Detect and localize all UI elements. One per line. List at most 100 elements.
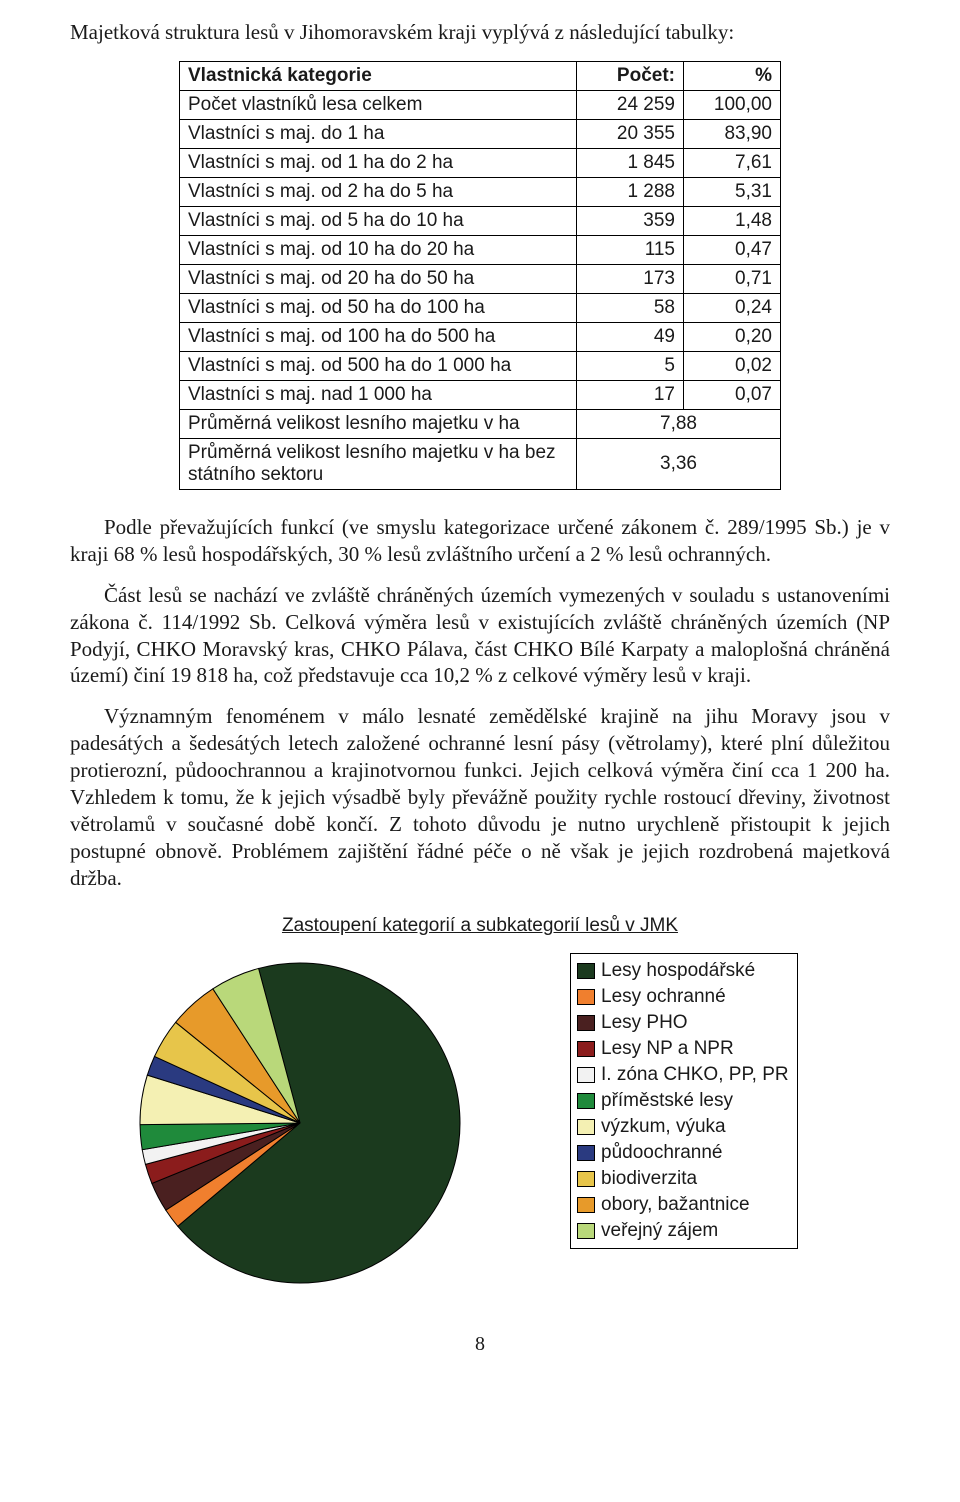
legend-swatch [577, 1119, 595, 1135]
footer2-label: Průměrná velikost lesního majetku v ha b… [180, 439, 577, 490]
row-label: Vlastníci s maj. od 10 ha do 20 ha [180, 236, 577, 265]
row-pct: 0,07 [684, 381, 781, 410]
row-pct: 0,02 [684, 352, 781, 381]
row-label: Vlastníci s maj. od 20 ha do 50 ha [180, 265, 577, 294]
row-pct: 1,48 [684, 207, 781, 236]
row-label: Vlastníci s maj. od 5 ha do 10 ha [180, 207, 577, 236]
paragraph: Významným fenoménem v málo lesnaté zeměd… [70, 703, 890, 891]
row-pct: 83,90 [684, 120, 781, 149]
row-count: 115 [577, 236, 684, 265]
row-pct: 5,31 [684, 178, 781, 207]
row-count: 1 845 [577, 149, 684, 178]
legend-item: Lesy hospodářské [577, 958, 789, 984]
pie-svg [110, 953, 530, 1293]
table-row: Vlastníci s maj. od 2 ha do 5 ha1 2885,3… [180, 178, 781, 207]
chart-section: Zastoupení kategorií a subkategorií lesů… [70, 915, 890, 1293]
legend-item: výzkum, výuka [577, 1114, 789, 1140]
row-label: Vlastníci s maj. od 1 ha do 2 ha [180, 149, 577, 178]
legend-label: Lesy ochranné [601, 986, 726, 1008]
row-count: 17 [577, 381, 684, 410]
legend-item: biodiverzita [577, 1166, 789, 1192]
footer1-value: 7,88 [577, 410, 781, 439]
chart-legend: Lesy hospodářské Lesy ochranné Lesy PHO Les… [570, 953, 798, 1249]
row-count: 173 [577, 265, 684, 294]
col-header-label: Vlastnická kategorie [180, 62, 577, 91]
legend-swatch [577, 1197, 595, 1213]
row-count: 49 [577, 323, 684, 352]
row-label: Vlastníci s maj. od 2 ha do 5 ha [180, 178, 577, 207]
legend-swatch [577, 1145, 595, 1161]
legend-swatch [577, 1223, 595, 1239]
legend-label: obory, bažantnice [601, 1194, 750, 1216]
row-label: Vlastníci s maj. od 500 ha do 1 000 ha [180, 352, 577, 381]
table-row: Vlastníci s maj. od 50 ha do 100 ha580,2… [180, 294, 781, 323]
row-count: 1 288 [577, 178, 684, 207]
table-row: Vlastníci s maj. od 5 ha do 10 ha3591,48 [180, 207, 781, 236]
table-row: Vlastníci s maj. od 100 ha do 500 ha490,… [180, 323, 781, 352]
pie-chart [70, 947, 570, 1293]
col-header-pct: % [684, 62, 781, 91]
row-pct: 0,71 [684, 265, 781, 294]
table-row: Vlastníci s maj. od 10 ha do 20 ha1150,4… [180, 236, 781, 265]
row-pct: 0,47 [684, 236, 781, 265]
legend-item: Lesy NP a NPR [577, 1036, 789, 1062]
table-row: Vlastníci s maj. do 1 ha20 35583,90 [180, 120, 781, 149]
legend-item: veřejný zájem [577, 1218, 789, 1244]
row-pct: 0,20 [684, 323, 781, 352]
row-label: Vlastníci s maj. od 100 ha do 500 ha [180, 323, 577, 352]
paragraph: Podle převažujících funkcí (ve smyslu ka… [70, 514, 890, 568]
paragraph: Část lesů se nachází ve zvláště chráněný… [70, 582, 890, 690]
row-count: 24 259 [577, 91, 684, 120]
page-number: 8 [70, 1333, 890, 1356]
ownership-table: Vlastnická kategorie Počet: % Počet vlas… [179, 61, 781, 490]
table-row: Vlastníci s maj. od 500 ha do 1 000 ha50… [180, 352, 781, 381]
row-label: Vlastníci s maj. od 50 ha do 100 ha [180, 294, 577, 323]
table-row: Počet vlastníků lesa celkem24 259100,00 [180, 91, 781, 120]
table-footer-row: Průměrná velikost lesního majetku v ha 7… [180, 410, 781, 439]
footer2-value: 3,36 [577, 439, 781, 490]
legend-item: Lesy ochranné [577, 984, 789, 1010]
legend-label: Lesy PHO [601, 1012, 688, 1034]
table-row: Vlastníci s maj. od 1 ha do 2 ha1 8457,6… [180, 149, 781, 178]
legend-swatch [577, 1015, 595, 1031]
legend-swatch [577, 1067, 595, 1083]
row-count: 5 [577, 352, 684, 381]
legend-label: I. zóna CHKO, PP, PR [601, 1064, 789, 1086]
row-label: Vlastníci s maj. do 1 ha [180, 120, 577, 149]
row-pct: 100,00 [684, 91, 781, 120]
legend-label: půdoochranné [601, 1142, 723, 1164]
chart-title: Zastoupení kategorií a subkategorií lesů… [70, 915, 890, 937]
row-label: Počet vlastníků lesa celkem [180, 91, 577, 120]
table-row: Vlastníci s maj. nad 1 000 ha170,07 [180, 381, 781, 410]
intro-text: Majetková struktura lesů v Jihomoravském… [70, 20, 890, 45]
legend-item: I. zóna CHKO, PP, PR [577, 1062, 789, 1088]
legend-swatch [577, 1041, 595, 1057]
footer1-label: Průměrná velikost lesního majetku v ha [180, 410, 577, 439]
col-header-count: Počet: [577, 62, 684, 91]
row-pct: 0,24 [684, 294, 781, 323]
legend-swatch [577, 1171, 595, 1187]
legend-label: biodiverzita [601, 1168, 697, 1190]
legend-label: příměstské lesy [601, 1090, 733, 1112]
legend-swatch [577, 1093, 595, 1109]
legend-swatch [577, 963, 595, 979]
legend-item: půdoochranné [577, 1140, 789, 1166]
table-row: Vlastníci s maj. od 20 ha do 50 ha1730,7… [180, 265, 781, 294]
row-count: 20 355 [577, 120, 684, 149]
legend-label: veřejný zájem [601, 1220, 718, 1242]
table-footer-row: Průměrná velikost lesního majetku v ha b… [180, 439, 781, 490]
legend-label: výzkum, výuka [601, 1116, 726, 1138]
legend-item: obory, bažantnice [577, 1192, 789, 1218]
row-pct: 7,61 [684, 149, 781, 178]
row-label: Vlastníci s maj. nad 1 000 ha [180, 381, 577, 410]
row-count: 359 [577, 207, 684, 236]
legend-label: Lesy hospodářské [601, 960, 755, 982]
table-header-row: Vlastnická kategorie Počet: % [180, 62, 781, 91]
row-count: 58 [577, 294, 684, 323]
legend-item: Lesy PHO [577, 1010, 789, 1036]
document-page: Majetková struktura lesů v Jihomoravském… [0, 0, 960, 1386]
legend-swatch [577, 989, 595, 1005]
body-text: Podle převažujících funkcí (ve smyslu ka… [70, 514, 890, 891]
legend-item: příměstské lesy [577, 1088, 789, 1114]
legend-label: Lesy NP a NPR [601, 1038, 734, 1060]
